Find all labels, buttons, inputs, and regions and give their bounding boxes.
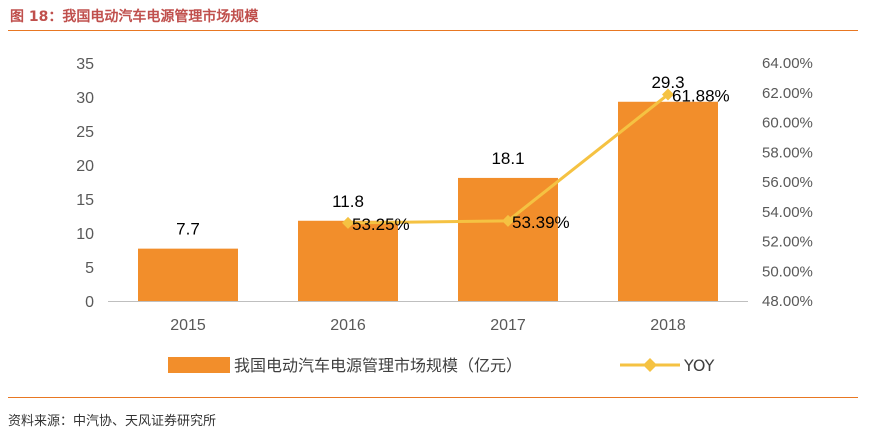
y-right-tick-label: 56.00% (762, 174, 813, 191)
y-left-tick-label: 10 (76, 226, 94, 243)
x-tick-label: 2017 (490, 317, 526, 334)
yoy-marker (502, 214, 514, 227)
bar (458, 177, 558, 301)
y-right-tick-label: 48.00% (762, 293, 813, 310)
x-tick-label: 2018 (650, 317, 686, 334)
bar-data-label: 7.7 (176, 220, 200, 239)
bar-data-label: 18.1 (491, 149, 524, 168)
y-right-tick-label: 54.00% (762, 204, 813, 221)
y-left-tick-label: 0 (85, 294, 94, 311)
y-left-tick-label: 25 (76, 124, 94, 141)
y-left-tick-label: 20 (76, 158, 94, 175)
yoy-marker (342, 216, 354, 229)
bar-data-label: 29.3 (651, 73, 684, 92)
yoy-marker (662, 88, 674, 101)
y-left-tick-label: 30 (76, 90, 94, 107)
y-right-tick-label: 64.00% (762, 55, 813, 72)
y-left-tick-label: 5 (85, 260, 94, 277)
legend-line-marker (643, 358, 657, 372)
title-rule (8, 30, 858, 31)
y-right-tick-label: 62.00% (762, 85, 813, 102)
y-right-tick-label: 58.00% (762, 144, 813, 161)
y-right-tick-label: 50.00% (762, 263, 813, 280)
yoy-data-label: 61.88% (672, 87, 730, 106)
y-right-tick-label: 60.00% (762, 115, 813, 132)
yoy-data-label: 53.25% (352, 215, 410, 234)
legend-bar-swatch (168, 357, 230, 373)
yoy-data-label: 53.39% (512, 213, 570, 232)
x-tick-label: 2015 (170, 317, 206, 334)
chart-title: 图 18：我国电动汽车电源管理市场规模 (10, 9, 259, 25)
bar (618, 101, 718, 301)
chart: 0 5 10 15 20 25 30 35 48.00% 50.00% 52.00% 54.00% 56… (76, 55, 813, 375)
x-tick-label: 2016 (330, 317, 366, 334)
bar (298, 220, 398, 301)
bar (138, 248, 238, 301)
y-left-tick-label: 35 (76, 56, 94, 73)
y-left-tick-label: 15 (76, 192, 94, 209)
legend-line-label: YOY (683, 356, 715, 375)
legend-bar-label: 我国电动汽车电源管理市场规模（亿元） (234, 356, 522, 375)
source-note: 资料来源：中汽协、天风证券研究所 (8, 414, 217, 429)
y-right-tick-label: 52.00% (762, 234, 813, 251)
bar-data-label: 11.8 (332, 192, 364, 211)
footer-rule (8, 397, 858, 398)
